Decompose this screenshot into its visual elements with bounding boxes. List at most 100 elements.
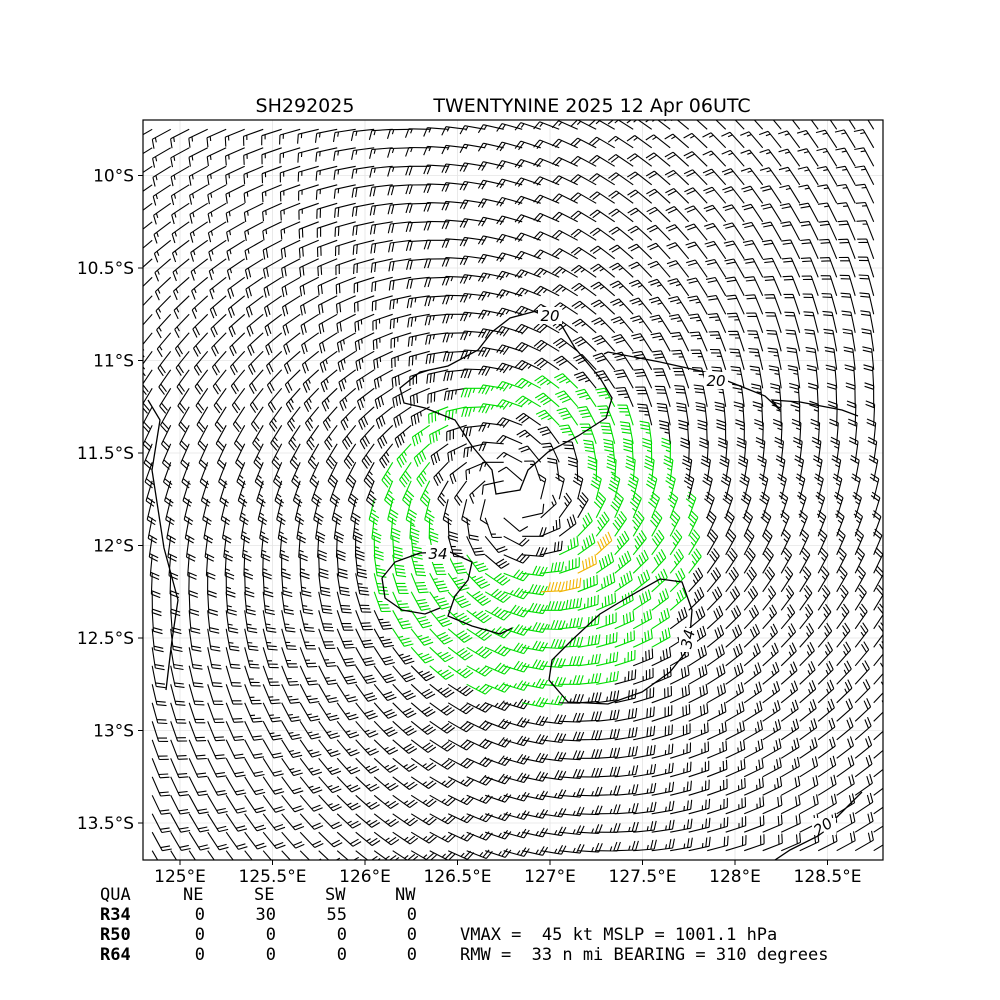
- wind-barb: [227, 276, 246, 299]
- wind-barb: [633, 782, 657, 796]
- wind-barb: [743, 528, 755, 556]
- wind-barb: [867, 436, 878, 463]
- wind-barb: [514, 269, 541, 279]
- wind-barb: [429, 665, 455, 680]
- wind-barb: [743, 777, 764, 796]
- wind-barb: [279, 147, 301, 164]
- wind-barb: [707, 835, 729, 852]
- wind-barb: [835, 147, 856, 167]
- wind-barb: [387, 202, 412, 215]
- wind-barb: [447, 720, 474, 733]
- wind-barb: [410, 554, 427, 577]
- wind-barb: [447, 776, 475, 787]
- wind-barb: [481, 480, 504, 495]
- wind-barb: [373, 850, 400, 860]
- wind-barb: [387, 147, 412, 158]
- wind-barb: [154, 276, 172, 301]
- wind-barb: [302, 369, 320, 393]
- wind-barb: [390, 517, 401, 544]
- wind-barb: [373, 665, 396, 684]
- wind-barb: [358, 406, 375, 430]
- wind-barb: [316, 202, 338, 219]
- wind-barb: [281, 739, 303, 759]
- wind-barb: [651, 588, 670, 611]
- wind-barb: [350, 128, 375, 142]
- wind-barb: [226, 258, 246, 280]
- wind-barb: [262, 239, 282, 260]
- wind-barb: [854, 641, 870, 667]
- wind-barb: [194, 369, 209, 395]
- wind-barb: [836, 183, 856, 204]
- wind-barb: [373, 610, 393, 630]
- wind-barb: [252, 425, 264, 451]
- wind-barb: [161, 425, 172, 452]
- wind-barb: [317, 258, 338, 277]
- wind-barb: [274, 480, 285, 507]
- wind-barb: [225, 202, 245, 223]
- wind-barb: [392, 757, 418, 772]
- wind-barb: [503, 791, 530, 802]
- wind-barb: [288, 424, 301, 451]
- wind-barb: [608, 226, 634, 241]
- wind-barb: [743, 623, 760, 648]
- wind-barb: [824, 346, 838, 370]
- wind-barb: [836, 566, 848, 593]
- wind-barb: [207, 221, 227, 243]
- wind-barb: [207, 202, 227, 224]
- wind-barb: [281, 554, 291, 580]
- wind-barb: [688, 664, 708, 685]
- wind-barb: [143, 425, 153, 452]
- wind-barb: [202, 499, 212, 526]
- wind-barb: [858, 274, 875, 296]
- wind-barb: [244, 628, 259, 651]
- wind-barb: [809, 400, 819, 426]
- wind-barb: [373, 591, 391, 613]
- r64-ne: 0: [195, 945, 205, 965]
- wind-barb: [681, 455, 693, 481]
- wind-barb: [281, 776, 304, 795]
- wind-barb: [725, 566, 739, 593]
- wind-barb: [466, 683, 493, 695]
- wind-barb: [478, 346, 504, 358]
- wind-barb: [192, 313, 209, 338]
- wind-barb: [250, 406, 264, 432]
- wind-barb: [365, 480, 377, 507]
- wind-barb: [514, 287, 541, 297]
- wind-barb: [164, 480, 174, 507]
- wind-barb: [407, 332, 430, 347]
- wind-barb: [183, 499, 194, 526]
- wind-barb: [303, 387, 320, 413]
- wind-barb: [632, 530, 647, 556]
- wind-barb: [271, 443, 283, 470]
- wind-barb: [630, 315, 653, 334]
- wind-barb: [392, 536, 404, 561]
- wind-barb: [447, 702, 474, 715]
- wind-barb: [654, 385, 671, 407]
- wind-barb: [477, 235, 504, 246]
- wind-barb: [706, 567, 722, 593]
- wind-barb: [497, 466, 523, 482]
- wind-barb: [285, 387, 301, 413]
- wind-barb: [317, 295, 338, 315]
- wind-barb: [299, 276, 319, 297]
- wind-barb: [805, 346, 819, 370]
- wind-barb: [410, 628, 434, 646]
- wind-barb: [859, 292, 875, 315]
- wind-barb: [619, 421, 634, 444]
- wind-barb: [447, 517, 459, 542]
- wind-barb: [817, 603, 832, 630]
- wind-barb: [354, 313, 375, 332]
- wind-barb: [514, 305, 541, 316]
- wind-barb: [485, 829, 512, 840]
- wind-barb: [410, 813, 437, 826]
- wind-barb: [249, 387, 264, 414]
- wind-barb: [614, 802, 639, 815]
- wind-barb: [368, 499, 380, 526]
- wind-barb: [596, 728, 620, 741]
- wind-barb: [540, 770, 567, 781]
- wind-barb: [373, 720, 398, 737]
- wind-barb: [583, 439, 597, 463]
- y-tick-label: 10°S: [93, 167, 134, 187]
- wind-barb: [225, 702, 244, 723]
- wind-barb: [714, 401, 727, 426]
